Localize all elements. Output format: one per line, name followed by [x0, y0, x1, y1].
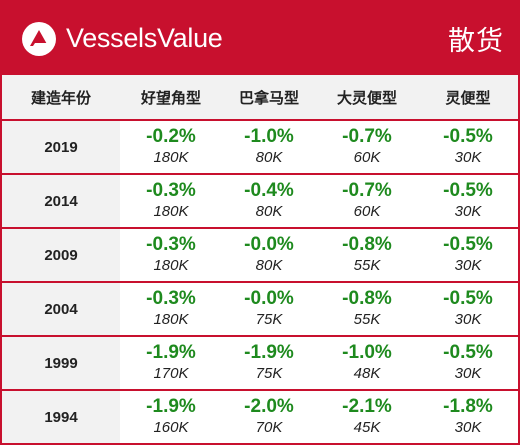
vessel-value: 180K	[153, 257, 189, 274]
vessel-value: 75K	[255, 311, 283, 328]
table-row: 1999 -1.9% 170K -1.9% 75K -1.0% 48K -0.5…	[2, 337, 518, 391]
value-cell: -1.9% 160K	[120, 391, 222, 443]
column-header-handysize: 灵便型	[445, 88, 491, 107]
value-cell: -1.0% 80K	[222, 121, 316, 173]
column-header-row: 建造年份 好望角型 巴拿马型 大灵便型 灵便型	[2, 75, 518, 121]
value-cell: -0.0% 80K	[222, 229, 316, 281]
section-title: 散货	[448, 26, 504, 57]
vessel-value: 180K	[153, 203, 189, 220]
header-bar: VesselsValue 散货	[2, 2, 518, 75]
percent-change: -0.5%	[443, 288, 493, 309]
value-cell: -0.5% 30K	[418, 121, 518, 173]
vessel-value: 30K	[454, 149, 482, 166]
vessel-value: 45K	[353, 419, 381, 436]
vessel-value: 80K	[255, 257, 283, 274]
value-cell: -0.7% 60K	[316, 121, 418, 173]
value-cell: -0.3% 180K	[120, 283, 222, 335]
value-cell: -0.0% 75K	[222, 283, 316, 335]
brand-logo: VesselsValue	[22, 21, 223, 56]
table-row: 2014 -0.3% 180K -0.4% 80K -0.7% 60K -0.5…	[2, 175, 518, 229]
percent-change: -0.0%	[244, 234, 294, 255]
build-year: 2009	[2, 229, 120, 281]
percent-change: -1.9%	[146, 342, 196, 363]
percent-change: -2.0%	[244, 396, 294, 417]
vessel-value: 170K	[153, 365, 189, 382]
value-cell: -0.2% 180K	[120, 121, 222, 173]
percent-change: -1.9%	[146, 396, 196, 417]
vesselsvalue-logo-icon	[22, 21, 56, 56]
vessel-value: 180K	[153, 149, 189, 166]
vessel-value: 60K	[353, 203, 381, 220]
vessel-value: 55K	[353, 311, 381, 328]
vessel-value: 160K	[153, 419, 189, 436]
percent-change: -0.5%	[443, 234, 493, 255]
column-header-build-year: 建造年份	[30, 88, 91, 107]
table-row: 2019 -0.2% 180K -1.0% 80K -0.7% 60K -0.5…	[2, 121, 518, 175]
percent-change: -0.2%	[146, 126, 196, 147]
value-cell: -2.1% 45K	[316, 391, 418, 443]
percent-change: -0.8%	[342, 288, 392, 309]
value-cell: -0.3% 180K	[120, 229, 222, 281]
value-cell: -0.5% 30K	[418, 337, 518, 389]
table-row: 1994 -1.9% 160K -2.0% 70K -2.1% 45K -1.8…	[2, 391, 518, 443]
build-year: 1999	[2, 337, 120, 389]
value-cell: -0.5% 30K	[418, 175, 518, 227]
percent-change: -0.5%	[443, 342, 493, 363]
vessel-value: 55K	[353, 257, 381, 274]
vessel-value: 80K	[255, 149, 283, 166]
table-row: 2004 -0.3% 180K -0.0% 75K -0.8% 55K -0.5…	[2, 283, 518, 337]
vessel-value: 30K	[454, 203, 482, 220]
vessel-value: 30K	[454, 419, 482, 436]
percent-change: -0.0%	[244, 288, 294, 309]
value-cell: -1.0% 48K	[316, 337, 418, 389]
vessel-value: 180K	[153, 311, 189, 328]
build-year: 2014	[2, 175, 120, 227]
vessel-value: 80K	[255, 203, 283, 220]
vessel-value: 60K	[353, 149, 381, 166]
percent-change: -0.7%	[342, 180, 392, 201]
percent-change: -0.3%	[146, 234, 196, 255]
percent-change: -0.3%	[146, 288, 196, 309]
percent-change: -2.1%	[342, 396, 392, 417]
value-cell: -2.0% 70K	[222, 391, 316, 443]
percent-change: -0.8%	[342, 234, 392, 255]
value-cell: -0.7% 60K	[316, 175, 418, 227]
build-year: 2019	[2, 121, 120, 173]
column-header-panamax: 巴拿马型	[238, 88, 299, 107]
value-cell: -1.9% 170K	[120, 337, 222, 389]
percent-change: -0.5%	[443, 126, 493, 147]
vessel-value: 48K	[353, 365, 381, 382]
value-cell: -0.8% 55K	[316, 283, 418, 335]
table-row: 2009 -0.3% 180K -0.0% 80K -0.8% 55K -0.5…	[2, 229, 518, 283]
brand-name: VesselsValue	[66, 23, 223, 53]
vessel-value: 70K	[255, 419, 283, 436]
percent-change: -1.0%	[342, 342, 392, 363]
vessel-value: 30K	[454, 311, 482, 328]
build-year: 2004	[2, 283, 120, 335]
percent-change: -0.7%	[342, 126, 392, 147]
percent-change: -1.9%	[244, 342, 294, 363]
percent-change: -0.5%	[443, 180, 493, 201]
value-cell: -0.4% 80K	[222, 175, 316, 227]
value-cell: -0.5% 30K	[418, 229, 518, 281]
value-cell: -1.9% 75K	[222, 337, 316, 389]
percent-change: -1.0%	[244, 126, 294, 147]
percent-change: -0.3%	[146, 180, 196, 201]
vessel-value: 75K	[255, 365, 283, 382]
table-body: 2019 -0.2% 180K -1.0% 80K -0.7% 60K -0.5…	[2, 121, 518, 443]
value-cell: -0.8% 55K	[316, 229, 418, 281]
percent-change: -1.8%	[443, 396, 493, 417]
vessel-value: 30K	[454, 257, 482, 274]
column-header-supramax: 大灵便型	[336, 88, 397, 107]
percent-change: -0.4%	[244, 180, 294, 201]
column-header-capesize: 好望角型	[140, 88, 201, 107]
value-cell: -1.8% 30K	[418, 391, 518, 443]
value-cell: -0.3% 180K	[120, 175, 222, 227]
vessel-value: 30K	[454, 365, 482, 382]
build-year: 1994	[2, 391, 120, 443]
value-cell: -0.5% 30K	[418, 283, 518, 335]
